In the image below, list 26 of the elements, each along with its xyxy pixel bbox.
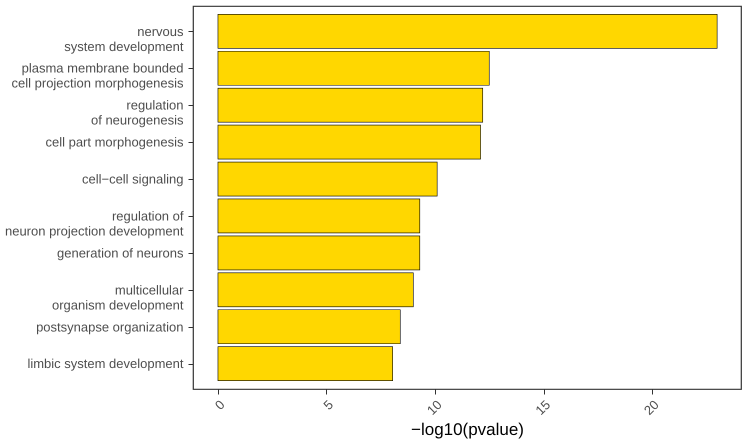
x-tick-label: 0 (212, 397, 228, 413)
x-tick-label: 10 (424, 397, 445, 418)
y-tick-label: nervous system development (64, 24, 184, 54)
y-tick-label: limbic system development (27, 356, 184, 372)
y-tick-label: generation of neurons (57, 245, 184, 260)
y-tick-label: regulation of neurogenesis (90, 98, 184, 128)
y-tick-label: postsynapse organization (36, 319, 184, 334)
bar (218, 236, 420, 270)
bar (218, 346, 393, 381)
bar (218, 309, 401, 344)
bar (218, 124, 481, 160)
bar (218, 162, 438, 196)
x-tick-label: 5 (320, 397, 336, 413)
x-tick-label: 20 (640, 397, 662, 418)
x-tick-label: 15 (532, 397, 554, 418)
bar (218, 198, 420, 234)
y-tick-label: regulation of neuron projection development (4, 208, 184, 238)
y-tick-label: cell part morphogenesis (45, 134, 184, 150)
bar (218, 272, 414, 308)
bar (218, 50, 490, 86)
y-tick-label: plasma membrane bounded cell projection morphogenesis (12, 60, 184, 91)
x-axis-title: −log10(pvalue) (411, 420, 524, 439)
bar (218, 14, 718, 49)
bar (218, 88, 484, 122)
y-tick-label: multicellular organism development (52, 282, 184, 312)
y-tick-label: cell−cell signaling (82, 172, 184, 187)
